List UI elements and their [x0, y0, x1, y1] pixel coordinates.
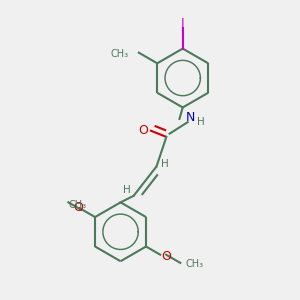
Text: CH₃: CH₃ [111, 49, 129, 59]
Text: N: N [186, 111, 196, 124]
Text: O: O [73, 201, 83, 214]
Text: O: O [161, 250, 171, 263]
Text: H: H [123, 185, 131, 195]
Text: H: H [161, 159, 169, 169]
Text: CH₃: CH₃ [186, 259, 204, 269]
Text: CH₃: CH₃ [68, 200, 86, 210]
Text: H: H [197, 117, 205, 127]
Text: O: O [139, 124, 148, 137]
Text: I: I [181, 17, 184, 30]
